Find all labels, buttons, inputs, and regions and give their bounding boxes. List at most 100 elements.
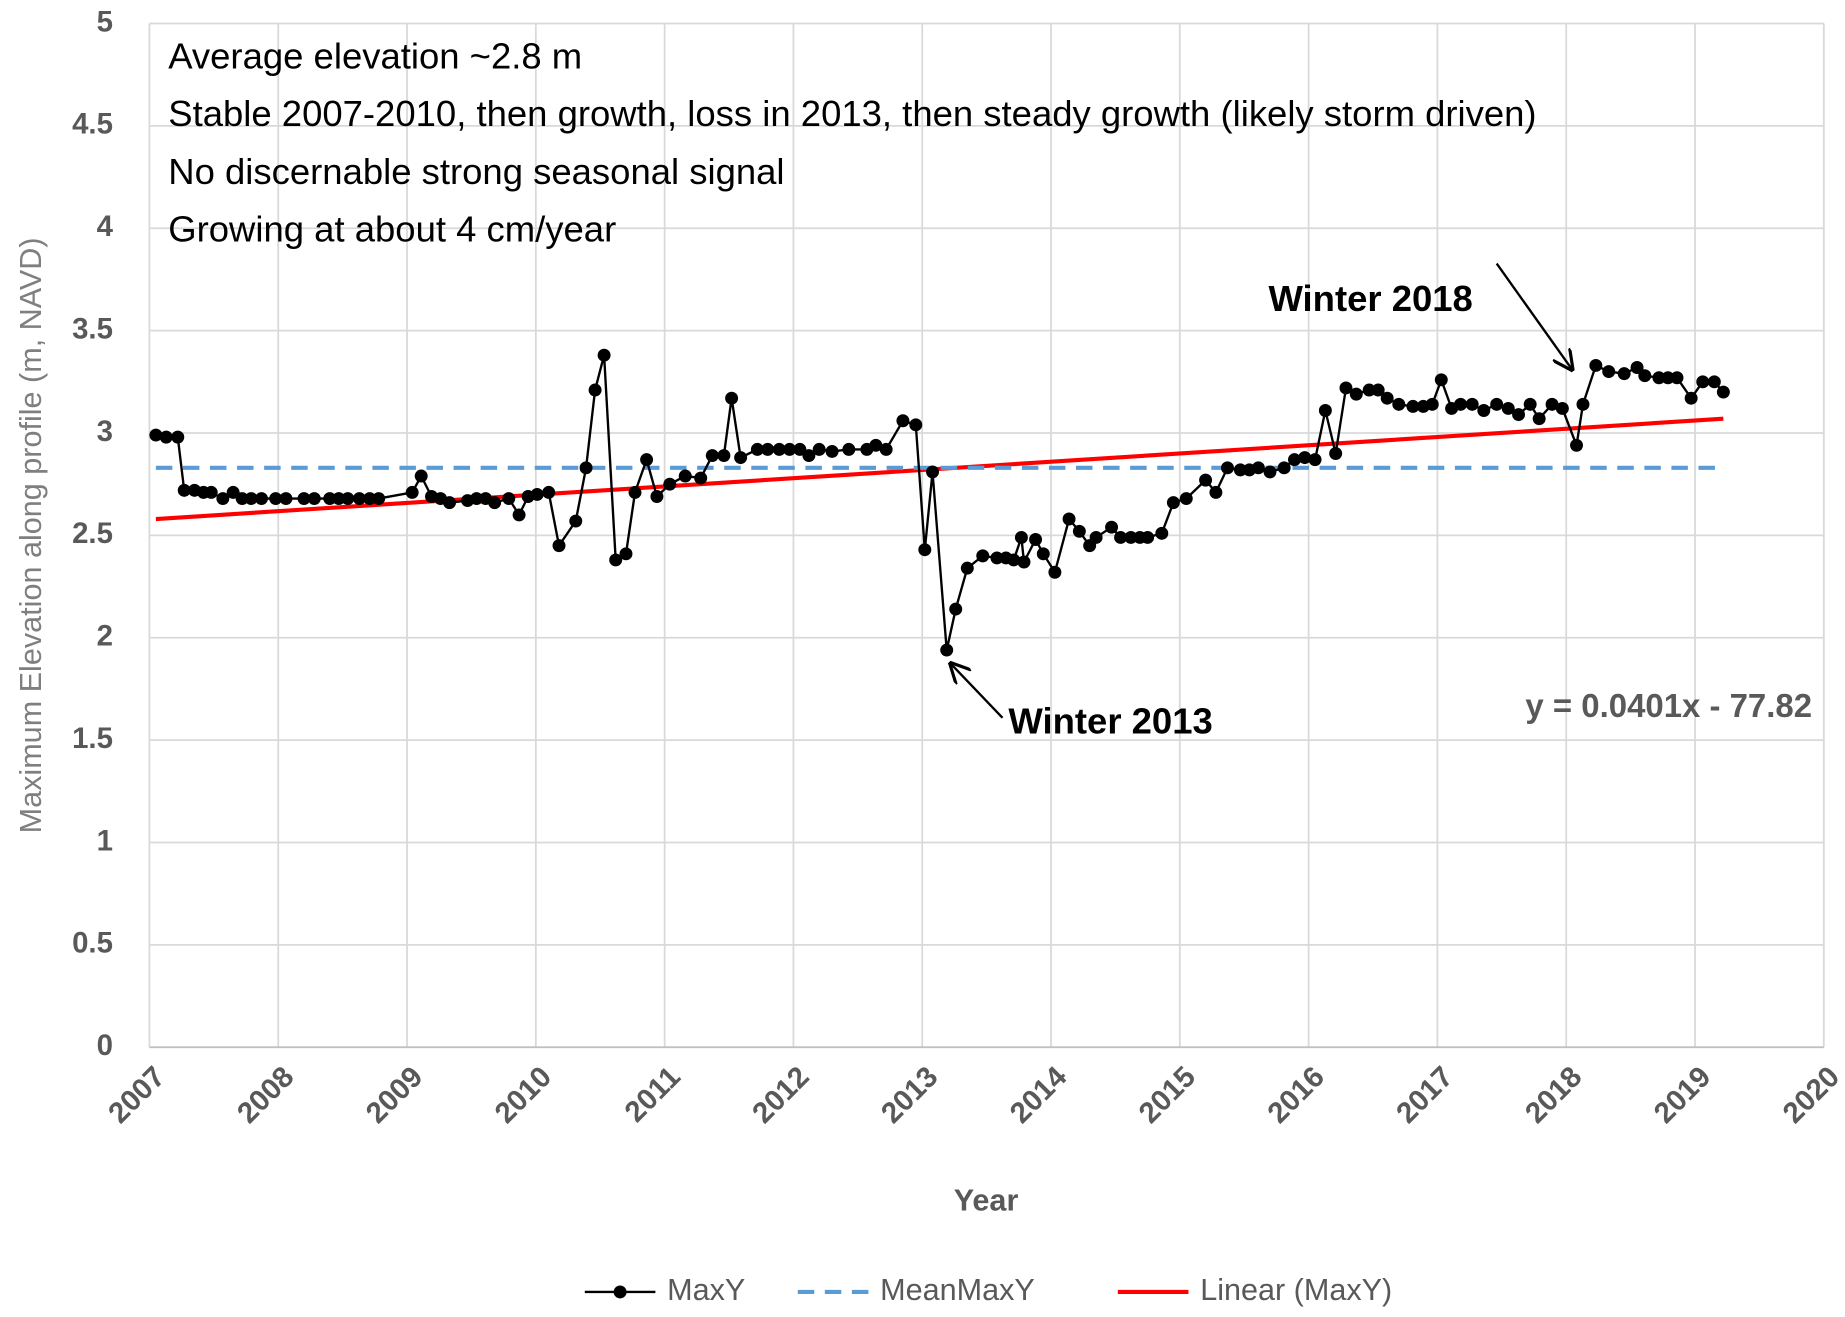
data-point	[909, 418, 923, 432]
data-point	[1166, 496, 1180, 510]
legend-label: Linear (MaxY)	[1200, 1273, 1392, 1307]
annotation: Stable 2007-2010, then growth, loss in 2…	[168, 93, 1536, 134]
data-point	[1362, 383, 1376, 397]
data-point	[1638, 369, 1652, 383]
data-point	[1233, 463, 1247, 477]
data-point	[960, 561, 974, 575]
data-point	[825, 444, 839, 458]
x-tick-label: 2009	[360, 1060, 430, 1130]
data-point	[1298, 451, 1312, 465]
annotation: Average elevation ~2.8 m	[168, 35, 582, 76]
annotation: Growing at about 4 cm/year	[168, 208, 616, 249]
y-tick-label: 4.5	[72, 108, 113, 141]
y-tick-label: 2.5	[72, 517, 113, 550]
data-point	[1392, 397, 1406, 411]
y-tick-label: 1	[97, 824, 113, 857]
x-tick-label: 2007	[102, 1060, 172, 1130]
data-point	[1089, 530, 1103, 544]
data-point	[1716, 385, 1730, 399]
data-point	[1589, 358, 1603, 372]
data-point	[990, 551, 1004, 565]
y-tick-label: 4	[97, 210, 114, 243]
data-point	[530, 487, 544, 501]
data-point	[1371, 383, 1385, 397]
data-point	[1072, 524, 1086, 538]
data-point	[717, 449, 731, 463]
data-point	[1141, 530, 1155, 544]
data-point	[663, 477, 677, 491]
data-point	[352, 492, 366, 506]
legend-label: MeanMaxY	[880, 1273, 1035, 1307]
data-point	[1425, 397, 1439, 411]
data-point	[650, 490, 664, 503]
data-point	[1007, 553, 1021, 567]
data-point	[1036, 547, 1050, 561]
series-line	[155, 416, 1724, 522]
x-tick-label: 2020	[1776, 1060, 1845, 1130]
x-axis-title: Year	[954, 1184, 1019, 1218]
data-point	[1707, 375, 1721, 389]
annotation: y = 0.0401x - 77.82	[1525, 687, 1812, 724]
legend-marker	[613, 1285, 627, 1299]
data-point	[1349, 387, 1363, 401]
data-point	[1251, 461, 1265, 475]
data-point	[177, 483, 191, 497]
data-point	[307, 492, 321, 506]
data-point	[1199, 473, 1213, 487]
x-tick-label: 2011	[618, 1060, 686, 1128]
data-point	[1454, 397, 1468, 411]
data-point	[940, 643, 954, 657]
data-point	[1124, 530, 1138, 544]
data-point	[879, 442, 893, 456]
data-point	[279, 492, 293, 506]
data-point	[802, 449, 816, 463]
data-point	[171, 430, 185, 444]
data-point	[772, 442, 786, 456]
data-point	[1576, 397, 1590, 411]
legend-label: MaxY	[667, 1273, 745, 1307]
data-point	[297, 492, 311, 506]
data-point	[244, 492, 258, 506]
data-point	[1434, 373, 1448, 387]
data-point	[1339, 381, 1353, 395]
data-point	[1209, 485, 1223, 499]
data-point	[750, 442, 764, 456]
data-point	[1501, 401, 1515, 415]
x-tick-label: 2019	[1648, 1060, 1718, 1130]
data-point	[1617, 367, 1631, 381]
data-point	[1630, 361, 1644, 374]
arrow	[951, 664, 1004, 719]
data-point	[269, 492, 283, 506]
data-point	[1670, 371, 1684, 385]
data-point	[1155, 526, 1169, 540]
data-point	[552, 539, 566, 553]
data-point	[1318, 404, 1332, 417]
data-point	[363, 492, 377, 506]
data-point	[1029, 533, 1043, 546]
data-point	[235, 492, 249, 506]
data-point	[255, 492, 268, 506]
data-point	[1277, 461, 1291, 475]
data-point	[579, 461, 593, 475]
grid: 0 0.5 1 1.5 2 2.5 3 3.5 4 4.5 5 2007 2008 2009 2010 201…	[72, 5, 1845, 1130]
x-tick-label: 2014	[1004, 1060, 1074, 1130]
data-point	[341, 492, 355, 506]
plot	[149, 348, 1730, 657]
data-point	[918, 543, 932, 557]
y-tick-label: 3	[97, 415, 113, 448]
data-point	[372, 492, 386, 506]
data-point	[332, 492, 346, 506]
data-point	[502, 492, 516, 506]
data-point	[414, 469, 428, 483]
data-point	[1545, 397, 1559, 411]
data-point	[1532, 412, 1546, 426]
data-point	[734, 451, 748, 465]
annotation: No discernable strong seasonal signal	[168, 151, 784, 192]
data-point	[1477, 404, 1491, 417]
data-point	[949, 602, 963, 616]
data-point	[1062, 512, 1076, 526]
data-point	[1652, 371, 1666, 385]
data-point	[149, 428, 163, 442]
arrow	[1495, 262, 1572, 370]
